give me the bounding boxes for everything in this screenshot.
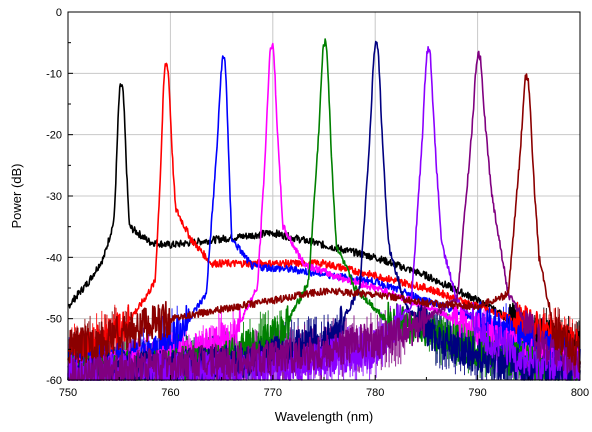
x-tick-label: 780 [366, 387, 384, 399]
x-tick-label: 790 [468, 387, 486, 399]
x-tick-label: 750 [59, 387, 77, 399]
y-tick-label: -60 [46, 375, 62, 387]
y-tick-label: 0 [56, 7, 62, 19]
y-tick-label: -50 [46, 314, 62, 326]
series-line-7 [67, 46, 581, 381]
axes: 750 760 770 780 790 800 0 -10 -20 -30 -40 -50 -60 [46, 7, 589, 399]
y-tick-label: -40 [46, 252, 62, 264]
x-axis-label: Wavelength (nm) [275, 409, 374, 424]
y-tick-label: -20 [46, 130, 62, 142]
series-line-9 [67, 73, 581, 373]
y-tick-label: -30 [46, 191, 62, 203]
series-layer [67, 38, 581, 381]
y-tick-label: -10 [46, 68, 62, 80]
x-tick-label: 800 [571, 387, 589, 399]
series-line-6 [67, 40, 581, 381]
x-tick-label: 760 [161, 387, 179, 399]
series-line-8 [67, 50, 581, 381]
x-tick-label: 770 [264, 387, 282, 399]
y-axis-label: Power (dB) [9, 163, 24, 228]
